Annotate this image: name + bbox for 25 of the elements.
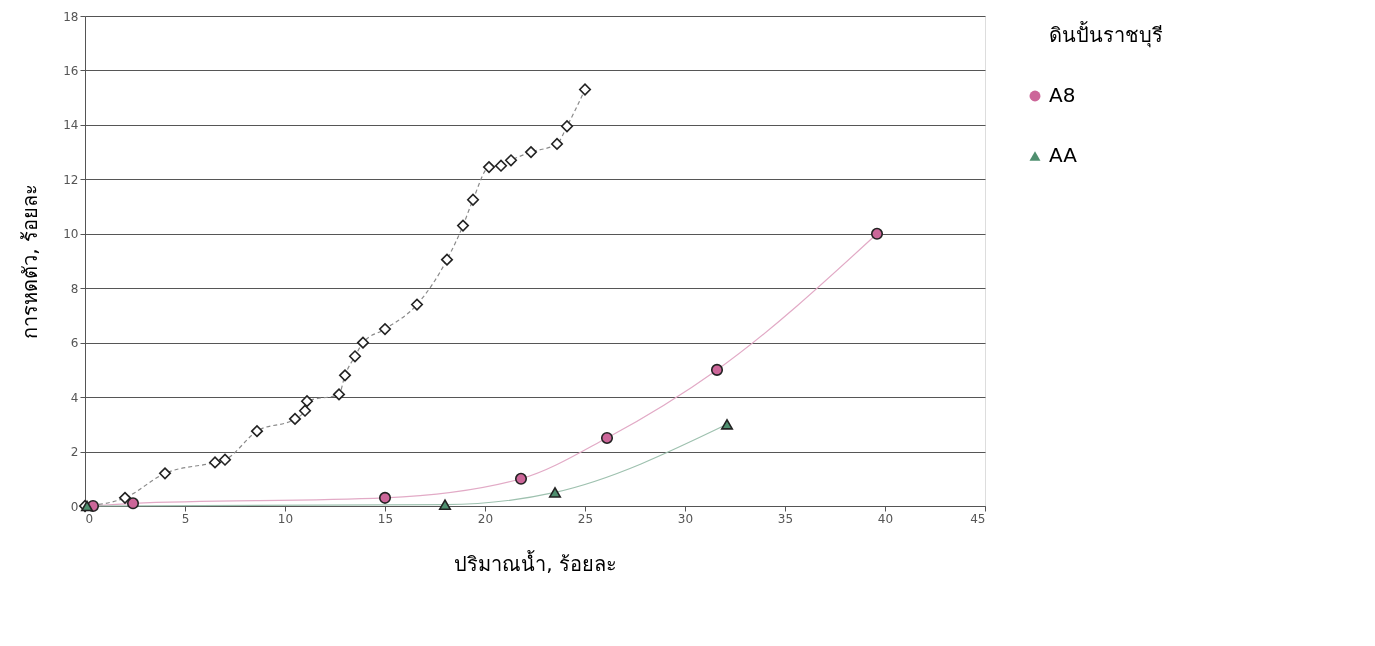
y-axis-title: การหดตัว, ร้อยละ bbox=[18, 184, 43, 339]
x-tick-label: 0 bbox=[85, 511, 94, 526]
y-tick-label: 12 bbox=[63, 172, 79, 187]
y-tick-label: 6 bbox=[70, 336, 79, 351]
x-tick-label: 35 bbox=[777, 511, 794, 526]
y-tick-label: 4 bbox=[70, 390, 79, 405]
x-tick-label: 30 bbox=[677, 511, 694, 526]
x-tick-label: 15 bbox=[377, 511, 394, 526]
legend-label: A8 bbox=[1049, 83, 1076, 107]
legend-label: AA bbox=[1049, 143, 1078, 167]
x-tick-label: 20 bbox=[477, 511, 494, 526]
y-tick-label: 10 bbox=[63, 227, 79, 242]
y-tick-label: 8 bbox=[70, 281, 79, 296]
x-tick-label: 40 bbox=[877, 511, 894, 526]
y-tick-label: 16 bbox=[63, 63, 79, 78]
text: ดินปั้นราชบุรี bbox=[1049, 21, 1163, 48]
x-tick-label: 10 bbox=[277, 511, 294, 526]
y-tick-label: 14 bbox=[63, 118, 79, 133]
x-tick-label: 45 bbox=[970, 511, 986, 526]
y-tick-label: 0 bbox=[70, 499, 79, 514]
y-tick-label: 18 bbox=[63, 9, 79, 24]
x-tick-label: 5 bbox=[181, 511, 190, 526]
x-axis-title: ปริมาณน้ำ, ร้อยละ bbox=[454, 549, 617, 576]
y-tick-label: 2 bbox=[70, 445, 79, 460]
x-tick-label: 25 bbox=[577, 511, 594, 526]
